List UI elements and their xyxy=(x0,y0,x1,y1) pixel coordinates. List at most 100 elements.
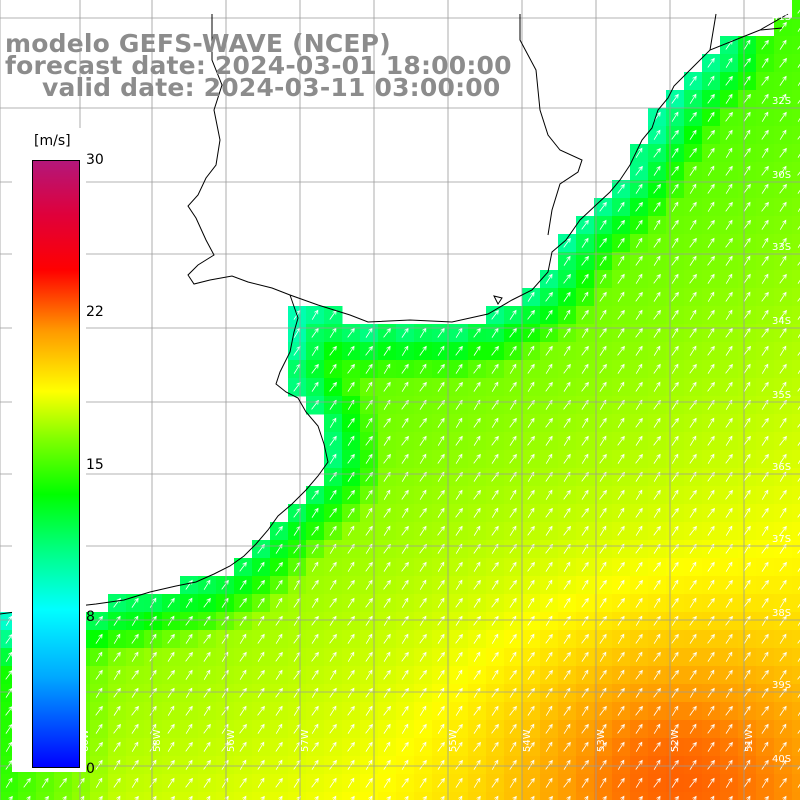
wind-speed-cell xyxy=(522,792,541,800)
wind-speed-cell xyxy=(792,612,800,631)
wind-arrow xyxy=(563,723,571,734)
wind-arrow xyxy=(653,255,661,266)
wind-arrow xyxy=(491,759,499,770)
wind-arrow xyxy=(797,459,800,464)
wind-speed-cell xyxy=(0,792,19,800)
wind-arrow xyxy=(743,453,751,464)
wind-arrow xyxy=(797,513,800,518)
wind-arrow xyxy=(203,741,211,752)
wind-arrow xyxy=(797,531,800,536)
wind-arrow xyxy=(329,777,337,788)
wind-arrow xyxy=(473,453,481,464)
wind-arrow xyxy=(581,435,589,446)
wind-arrow xyxy=(167,687,175,698)
wind-arrow xyxy=(563,255,571,266)
wind-arrow xyxy=(653,165,661,176)
wind-arrow xyxy=(329,687,337,698)
wind-arrow xyxy=(725,237,733,248)
wind-arrow xyxy=(419,777,427,788)
wind-arrow xyxy=(797,729,800,734)
wind-arrow xyxy=(455,453,463,464)
wind-arrow xyxy=(383,759,391,770)
wind-arrow xyxy=(797,9,800,14)
wind-arrow xyxy=(275,705,283,716)
wind-arrow xyxy=(581,291,589,302)
wind-arrow xyxy=(617,363,625,374)
wind-arrow xyxy=(347,417,355,428)
wind-arrow xyxy=(257,687,265,698)
wind-arrow xyxy=(311,777,319,788)
wind-arrow xyxy=(563,687,571,698)
wind-arrow xyxy=(779,597,787,608)
wind-arrow xyxy=(41,777,49,788)
wind-arrow xyxy=(635,165,643,176)
wind-arrow xyxy=(455,579,463,590)
wind-arrow xyxy=(725,57,733,68)
wind-arrow xyxy=(476,795,481,800)
wind-arrow xyxy=(131,597,139,608)
wind-arrow xyxy=(797,81,800,86)
wind-speed-cell xyxy=(792,468,800,487)
wind-arrow xyxy=(473,345,481,356)
wind-arrow xyxy=(599,453,607,464)
wind-arrow xyxy=(725,453,733,464)
wind-arrow xyxy=(62,795,67,800)
wind-arrow xyxy=(581,363,589,374)
wind-arrow xyxy=(95,651,103,662)
wind-arrow xyxy=(653,633,661,644)
wind-arrow xyxy=(635,669,643,680)
wind-arrow xyxy=(671,777,679,788)
wind-arrow xyxy=(779,489,787,500)
wind-speed-cell xyxy=(792,594,800,613)
wind-arrow xyxy=(707,525,715,536)
wind-arrow xyxy=(509,561,517,572)
wind-arrow xyxy=(797,261,800,266)
wind-arrow xyxy=(563,345,571,356)
wind-arrow xyxy=(257,705,265,716)
wind-arrow xyxy=(617,435,625,446)
wind-arrow xyxy=(797,675,800,680)
wind-arrow xyxy=(671,507,679,518)
wind-arrow xyxy=(689,129,697,140)
wind-arrow xyxy=(473,651,481,662)
wind-arrow xyxy=(599,759,607,770)
wind-speed-cell xyxy=(792,702,800,721)
wind-speed-cell xyxy=(18,792,37,800)
wind-arrow xyxy=(527,597,535,608)
wind-arrow xyxy=(491,309,499,320)
wind-arrow xyxy=(779,777,787,788)
wind-arrow xyxy=(512,795,517,800)
wind-arrow xyxy=(44,795,49,800)
wind-arrow xyxy=(779,21,787,32)
wind-arrow xyxy=(689,651,697,662)
wind-speed-cell xyxy=(396,792,415,800)
wind-arrow xyxy=(779,687,787,698)
wind-arrow xyxy=(617,777,625,788)
wind-arrow xyxy=(437,633,445,644)
wind-arrow xyxy=(80,795,85,800)
wind-arrow xyxy=(131,759,139,770)
wind-arrow xyxy=(653,201,661,212)
latitude-label: 41S xyxy=(772,12,791,23)
wind-arrow xyxy=(311,489,319,500)
wind-arrow xyxy=(473,363,481,374)
wind-arrow xyxy=(692,795,697,800)
wind-arrow xyxy=(725,759,733,770)
wind-arrow xyxy=(743,651,751,662)
wind-arrow xyxy=(581,453,589,464)
wind-arrow xyxy=(653,597,661,608)
wind-arrow xyxy=(761,237,769,248)
wind-arrow xyxy=(653,417,661,428)
wind-arrow xyxy=(365,561,373,572)
wind-arrow xyxy=(779,579,787,590)
wind-arrow xyxy=(689,93,697,104)
wind-arrow xyxy=(527,615,535,626)
wind-arrow xyxy=(275,651,283,662)
wind-speed-cell xyxy=(792,36,800,55)
wind-arrow xyxy=(581,579,589,590)
wind-arrow xyxy=(653,309,661,320)
wind-arrow xyxy=(707,201,715,212)
wind-arrow xyxy=(671,417,679,428)
wind-arrow xyxy=(113,777,121,788)
wind-arrow xyxy=(707,273,715,284)
